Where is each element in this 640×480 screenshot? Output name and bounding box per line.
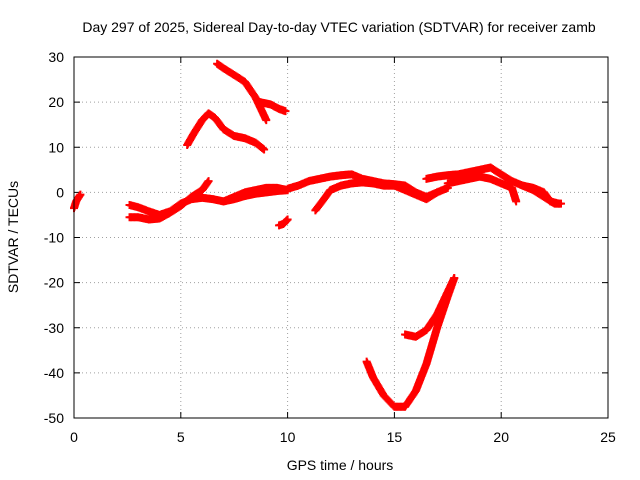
y-tick-label: 30 (48, 49, 64, 65)
y-axis-ticks: -50 -40 -30 -20 -10 0 10 20 30 (44, 49, 608, 426)
x-axis-label: GPS time / hours (287, 457, 394, 473)
series-arc-d (183, 109, 269, 154)
series-arc-f (255, 98, 290, 116)
y-tick-label: 10 (48, 139, 64, 155)
series-arc-h (275, 215, 292, 230)
data-point (433, 188, 442, 197)
y-tick-label: 20 (48, 94, 64, 110)
x-tick-label: 5 (177, 429, 185, 445)
data-point (450, 274, 459, 283)
x-tick-label: 25 (600, 429, 616, 445)
series-arc-j (311, 178, 442, 215)
data-point (283, 215, 292, 224)
x-tick-label: 10 (280, 429, 296, 445)
x-tick-label: 0 (70, 429, 78, 445)
y-tick-label: -30 (44, 320, 64, 336)
data-point (554, 199, 563, 208)
series-arc-e (213, 59, 271, 125)
data-points (70, 59, 566, 411)
grid (74, 57, 608, 418)
y-tick-label: -10 (44, 230, 64, 246)
data-point (281, 107, 290, 116)
y-tick-label: -40 (44, 365, 64, 381)
data-point (204, 177, 213, 186)
x-axis-ticks: 0 5 10 15 20 25 (70, 57, 616, 445)
plot-frame (73, 56, 609, 419)
y-tick-label: -50 (44, 410, 64, 426)
series-arc-o (401, 274, 459, 341)
data-point (512, 197, 521, 206)
y-tick-label: 0 (56, 184, 64, 200)
series-arc-g (219, 183, 292, 206)
chart-title: Day 297 of 2025, Sidereal Day-to-day VTE… (82, 19, 595, 35)
data-point (262, 116, 271, 125)
series-arc-c (125, 177, 213, 224)
data-point (76, 190, 85, 199)
x-tick-label: 15 (387, 429, 403, 445)
series-arc-m (518, 181, 563, 208)
data-point (260, 145, 269, 154)
series-arc-l (443, 172, 521, 206)
x-tick-label: 20 (493, 429, 509, 445)
series-arc-a (70, 190, 85, 213)
y-tick-label: -20 (44, 275, 64, 291)
y-axis-label: SDTVAR / TECUs (5, 181, 21, 293)
